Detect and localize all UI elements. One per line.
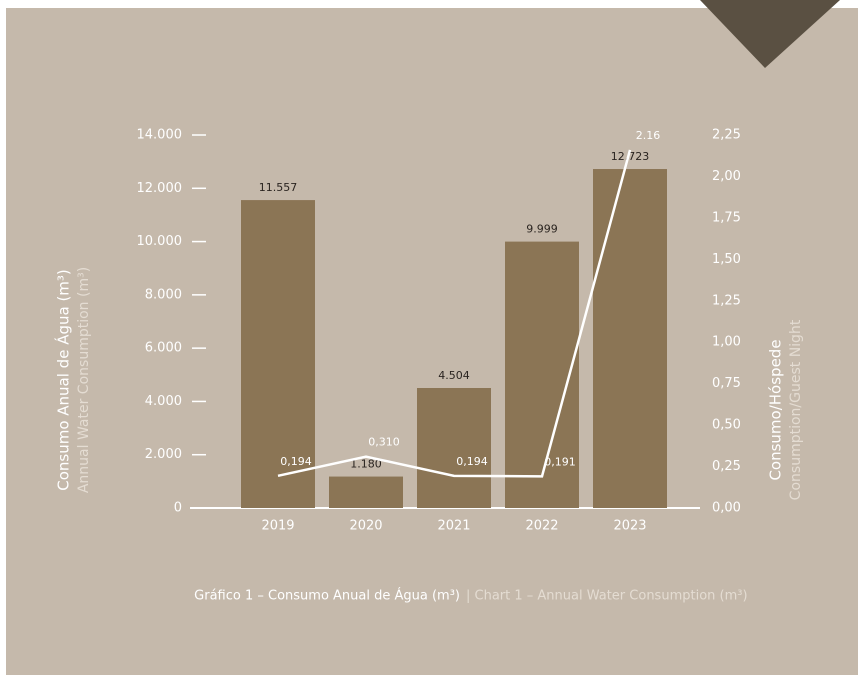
line-value-label: 0,194 xyxy=(280,455,312,468)
yticks-label: 0 xyxy=(174,501,182,516)
bar-value-label: 1.180 xyxy=(350,458,382,471)
line xyxy=(277,149,632,478)
x-tick-label: 2022 xyxy=(525,519,558,534)
yticks-label: 8.000 xyxy=(145,287,182,302)
bar xyxy=(241,200,315,508)
x-tick-label: 2020 xyxy=(349,519,382,534)
bar xyxy=(593,169,667,508)
y2ticks-label: 1,50 xyxy=(712,252,741,267)
caption: Gráfico 1 – Consumo Anual de Água (m³) xyxy=(194,588,460,604)
y2-axis-subtitle: Consumption/Guest Night xyxy=(788,319,804,500)
line-value-label: 0,194 xyxy=(456,455,488,468)
y2ticks-label: 1,75 xyxy=(712,210,741,225)
panel xyxy=(6,8,858,675)
bar xyxy=(417,388,491,508)
y-axis-subtitle: Annual Water Consumption (m³) xyxy=(76,267,92,493)
yticks-label: 6.000 xyxy=(145,341,182,356)
y2ticks-label: 0,00 xyxy=(712,501,741,516)
bar-value-label: 12.723 xyxy=(611,150,650,163)
line-value-label: 0,310 xyxy=(368,436,400,449)
yticks-label: 2.000 xyxy=(145,447,182,462)
y2-axis-title: Consumo/Hóspede xyxy=(767,339,785,480)
bar xyxy=(329,476,403,508)
yticks-label: 4.000 xyxy=(145,394,182,409)
x-tick-label: 2019 xyxy=(261,519,294,534)
yticks-label: 10.000 xyxy=(137,234,183,249)
line-value-label: 0,191 xyxy=(544,455,576,468)
line-value-label: 2.16 xyxy=(636,129,661,142)
y2ticks-label: 0,50 xyxy=(712,418,741,433)
bar-value-label: 11.557 xyxy=(259,181,298,194)
yticks-label: 14.000 xyxy=(137,128,183,143)
y2ticks-label: 2,00 xyxy=(712,169,741,184)
yticks-label: 12.000 xyxy=(137,181,183,196)
x-tick-label: 2021 xyxy=(437,519,470,534)
y-axis-title: Consumo Anual de Água (m³) xyxy=(54,269,73,491)
y2ticks-label: 2,25 xyxy=(712,128,741,143)
bar xyxy=(505,241,579,508)
y2ticks-label: 0,75 xyxy=(712,376,741,391)
y2ticks-label: 1,00 xyxy=(712,335,741,350)
decor-image xyxy=(700,0,840,68)
bar-value-label: 9.999 xyxy=(526,223,558,236)
y2ticks-label: 1,25 xyxy=(712,293,741,308)
y2ticks-label: 0,25 xyxy=(712,459,741,474)
caption-en: | Chart 1 – Annual Water Consumption (m³… xyxy=(466,589,748,604)
x-tick-label: 2023 xyxy=(613,519,646,534)
bar-value-label: 4.504 xyxy=(438,369,470,382)
